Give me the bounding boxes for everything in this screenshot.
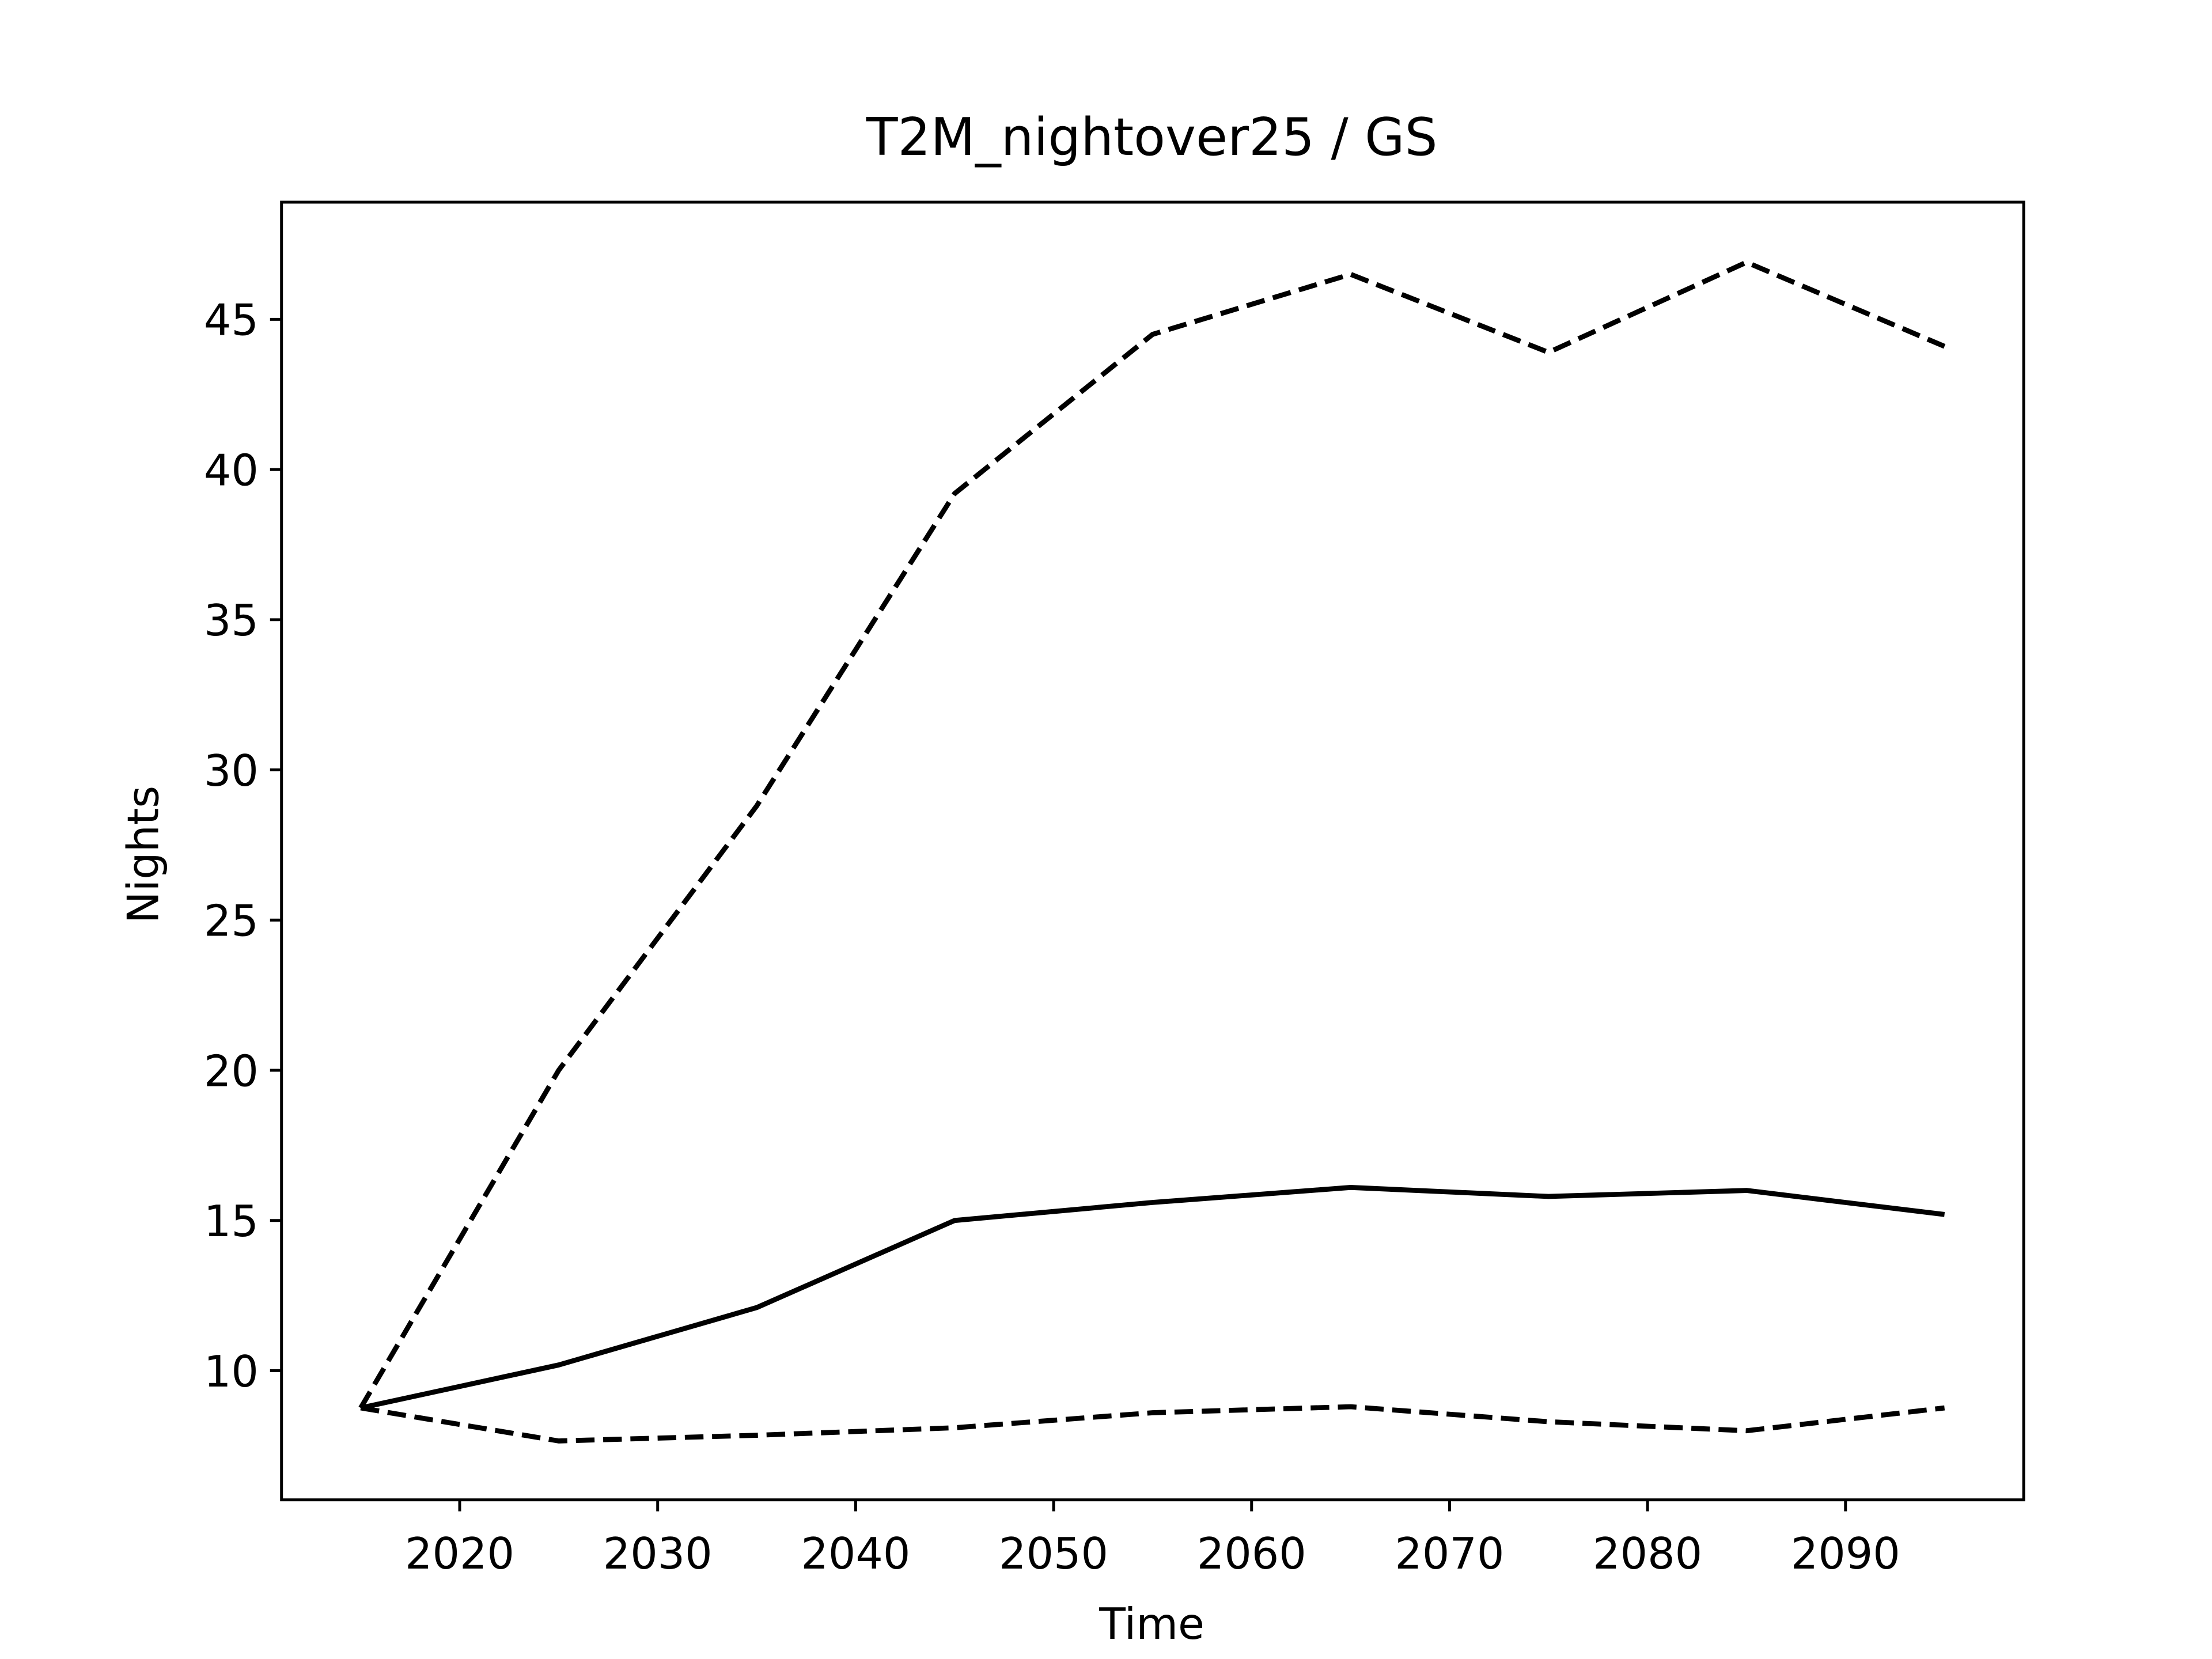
y-tick-label: 15 bbox=[204, 1196, 259, 1247]
y-tick-label: 25 bbox=[204, 896, 259, 946]
plot-frame bbox=[280, 200, 2025, 1502]
x-tick-label: 2050 bbox=[999, 1529, 1108, 1579]
x-tick-label: 2070 bbox=[1395, 1529, 1504, 1579]
chart-title: T2M_nightover25 / GS bbox=[866, 108, 1438, 168]
x-axis-label: Time bbox=[1099, 1599, 1205, 1649]
x-tick-label: 2090 bbox=[1791, 1529, 1900, 1579]
y-tick-label: 30 bbox=[204, 746, 259, 796]
x-tick-label: 2080 bbox=[1593, 1529, 1702, 1579]
y-tick-label: 10 bbox=[204, 1347, 259, 1397]
x-tick-label: 2040 bbox=[801, 1529, 910, 1579]
y-axis-label: Nights bbox=[119, 786, 169, 923]
y-tick-label: 45 bbox=[204, 296, 259, 346]
x-tick-label: 2060 bbox=[1197, 1529, 1306, 1579]
x-tick-label: 2020 bbox=[405, 1529, 514, 1579]
series-line bbox=[358, 259, 1946, 1410]
series-line bbox=[360, 1404, 1945, 1444]
series-line bbox=[360, 1185, 1945, 1411]
x-tick-label: 2030 bbox=[603, 1529, 713, 1579]
y-tick-label: 40 bbox=[204, 445, 259, 495]
y-tick-label: 20 bbox=[204, 1046, 259, 1096]
y-tick-label: 35 bbox=[204, 596, 259, 646]
